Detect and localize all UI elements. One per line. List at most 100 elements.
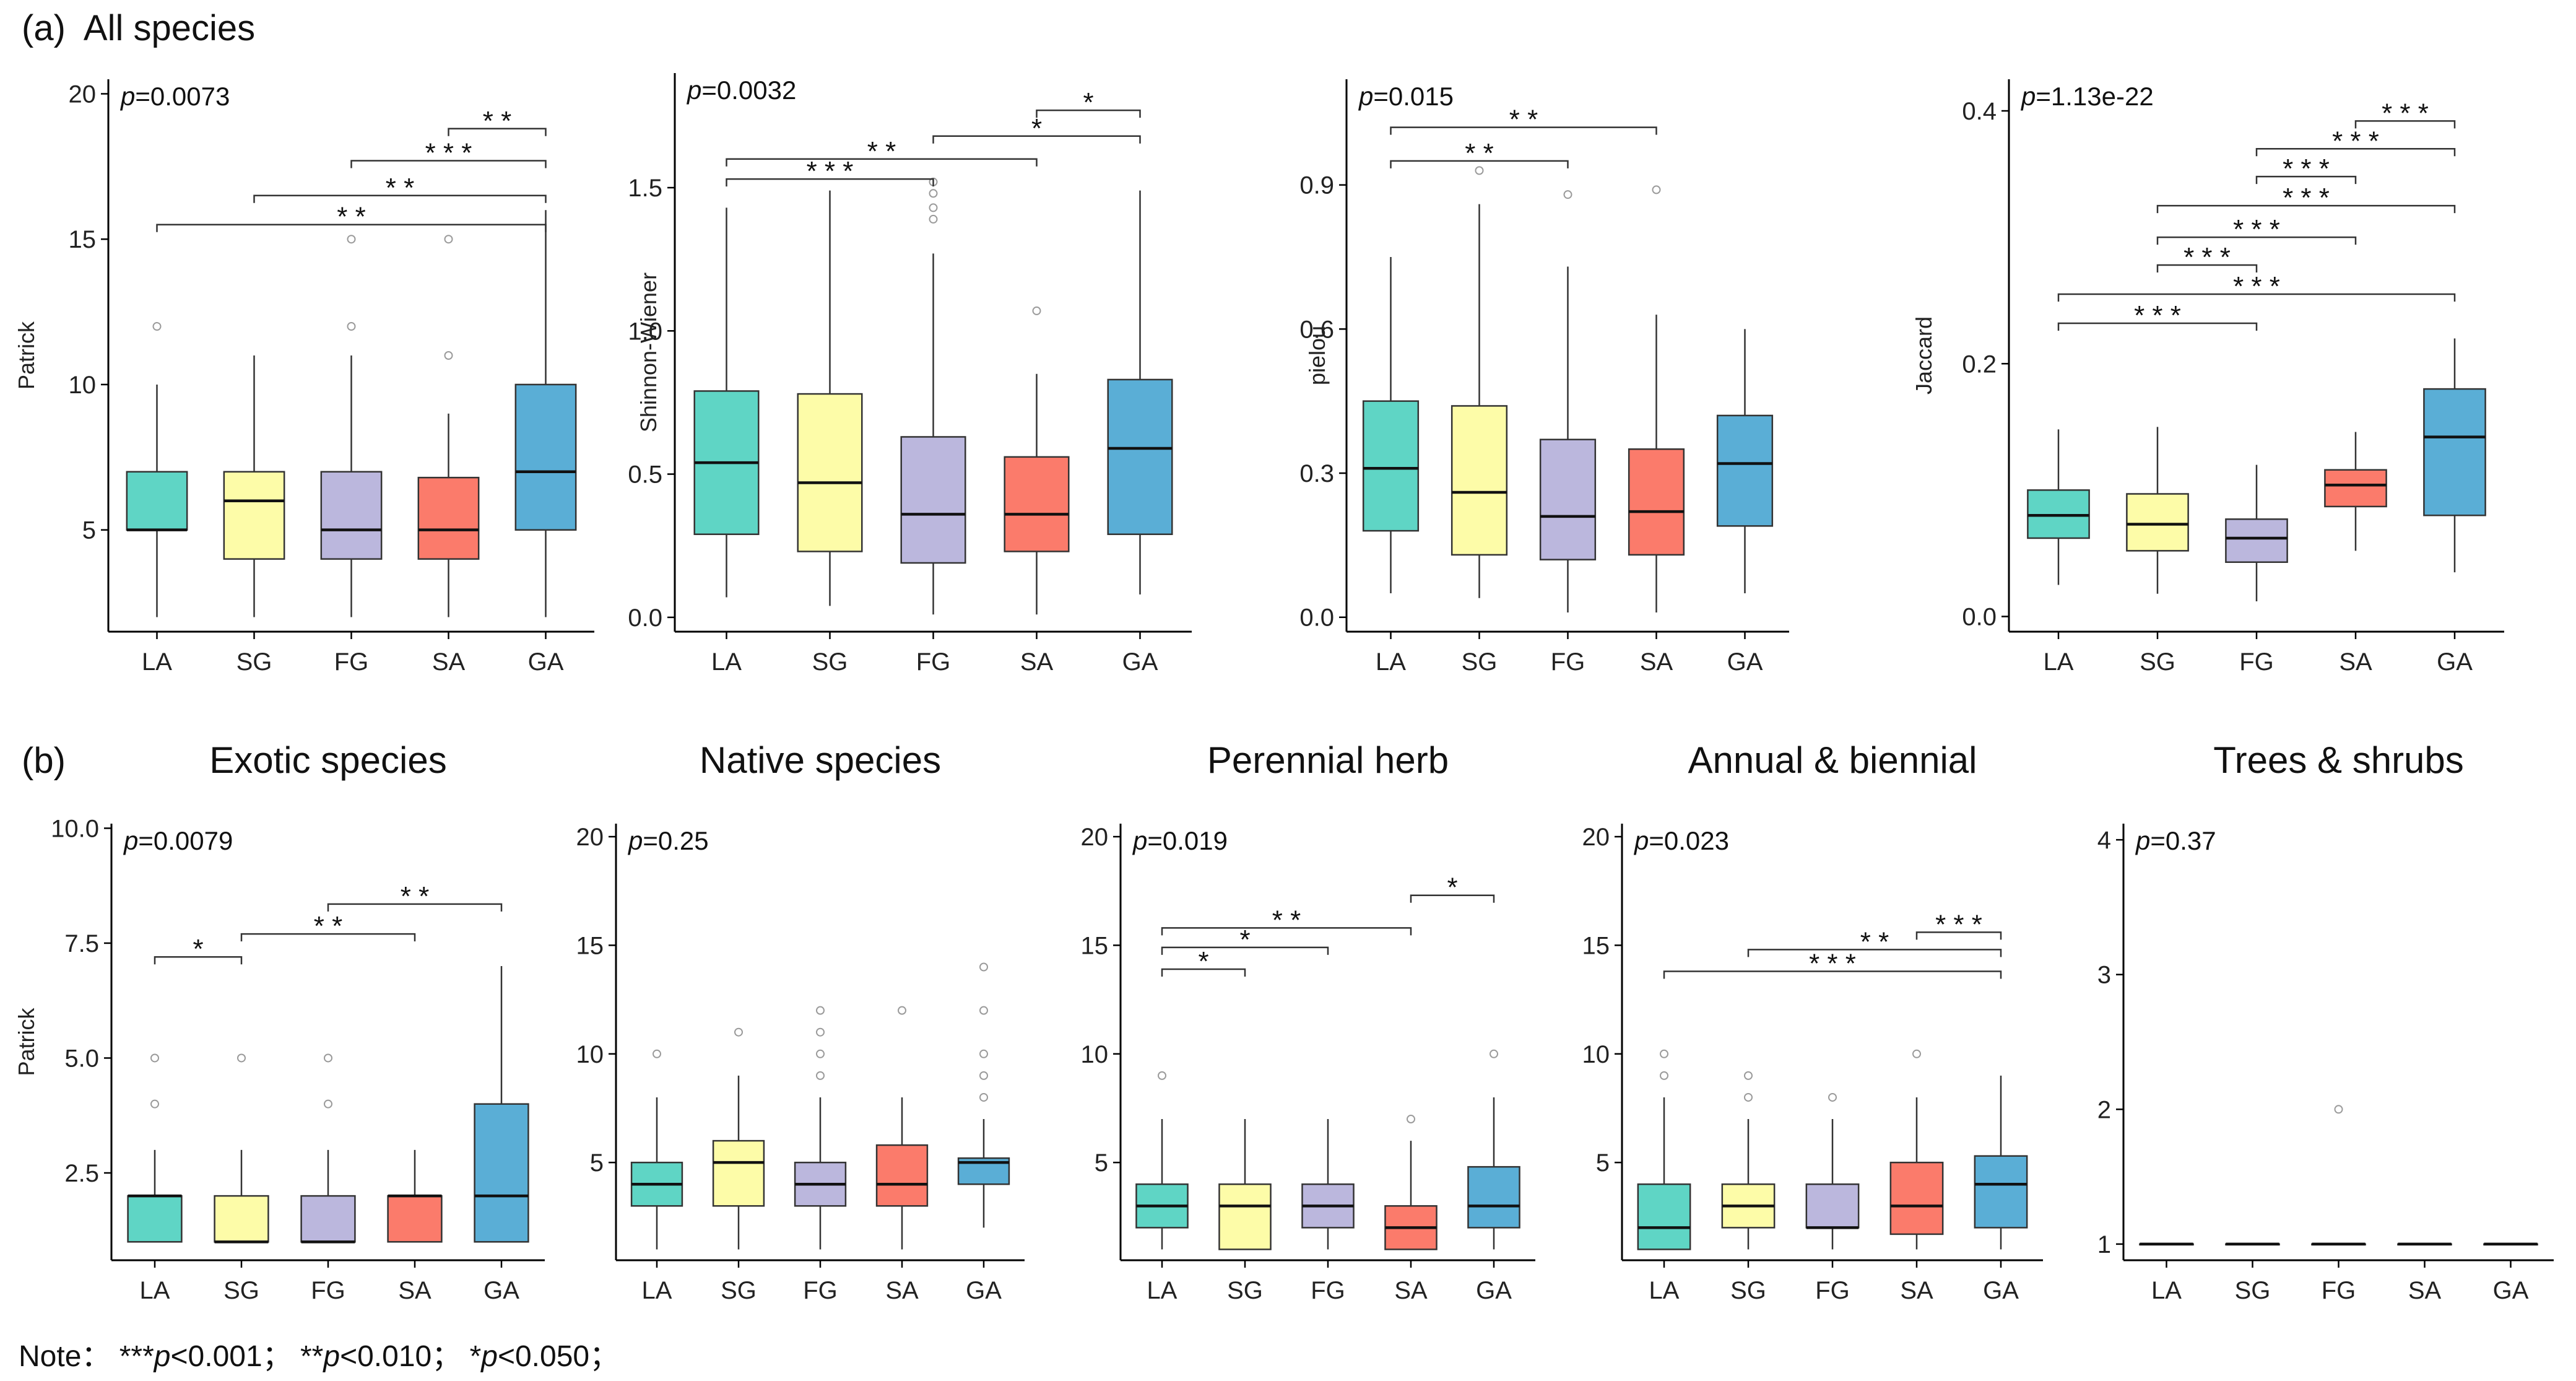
chart4-ytick-label: 0.0 (1962, 604, 1997, 631)
note-item-2: **p<0.010； (300, 1340, 462, 1373)
chart1-xtick-label-la: LA (142, 648, 172, 676)
chart2-bracket-label-2: * (1031, 113, 1042, 144)
chart3-box-sg-outlier (1475, 166, 1484, 175)
chart1-box-fg-outlier (347, 235, 356, 244)
chart5-bracket-1 (327, 903, 503, 912)
chart6-xtick-label-sg: SG (721, 1277, 757, 1304)
panel-b-label: (b) (22, 741, 66, 781)
chart2-box-fg (900, 436, 966, 564)
chart2-ytick-label: 0.5 (628, 461, 662, 489)
chart9-xtick-label-sg: SG (2235, 1277, 2271, 1304)
chart1-ytick-label: 10 (69, 372, 97, 399)
chart9-ytick-label: 3 (2097, 962, 2111, 989)
chart6-box-ga-outlier (979, 1071, 988, 1080)
chart1-p-value: p=0.0073 (119, 82, 230, 111)
chart1-bracket-label-3: * * (386, 173, 414, 203)
chart2-bracket-4 (726, 178, 934, 187)
chart5-bracket-label-3: * (193, 934, 203, 964)
chart2-bracket-label-1: * (1083, 87, 1093, 118)
chart8-title: Annual & biennial (1688, 739, 1977, 781)
chart3-ytick-label: 0.0 (1299, 604, 1334, 632)
chart5-box-la (127, 1195, 183, 1243)
chart6-ytick-label: 15 (576, 932, 604, 959)
chart3-ylabel: pielou (1304, 326, 1330, 385)
chart6-box-fg-outlier (816, 1006, 825, 1015)
chart5-xtick-label-sg: SG (223, 1277, 259, 1304)
chart6-box-fg-outlier (816, 1027, 825, 1037)
chart5-bracket-label-1: * * (401, 881, 429, 912)
chart1-box-la-outlier (152, 322, 162, 331)
chart8-box-la-outlier (1660, 1049, 1668, 1058)
chart8-box-sa (1889, 1161, 1944, 1235)
chart4-ylabel: Jaccard (1911, 316, 1936, 394)
chart3-xtick-label-sa: SA (1640, 648, 1673, 676)
chart5-bracket-3 (154, 956, 243, 965)
chart9-p-value: p=0.37 (2135, 826, 2216, 855)
chart5-box-la-outlier (150, 1099, 159, 1109)
chart5-box-fg-outlier (324, 1053, 332, 1063)
chart7-title: Perennial herb (1207, 739, 1449, 781)
chart4-bracket-3 (2255, 175, 2357, 185)
chart5-box-sg (214, 1195, 269, 1243)
chart1-bracket-2 (350, 160, 547, 168)
note-prefix: Note： (19, 1340, 111, 1373)
chart2-bracket-1 (1036, 109, 1141, 118)
chart5-box-sa (387, 1195, 443, 1243)
chart1-box-la (126, 471, 188, 531)
chart6-xtick-label-fg: FG (803, 1277, 838, 1304)
chart9-ytick-label: 2 (2097, 1096, 2111, 1123)
chart3-bracket-label-2: * * (1465, 138, 1493, 168)
chart2-ytick-label: 1.0 (628, 318, 662, 345)
chart7-xtick-label-sg: SG (1227, 1277, 1263, 1304)
chart8-bracket-label-2: * * (1860, 926, 1889, 957)
chart1-box-sg (223, 471, 285, 560)
chart5-xtick-label-fg: FG (311, 1277, 345, 1304)
chart2-ylabel: Shinnon-Wiener (636, 272, 661, 432)
chart9-title: Trees & shrubs (2213, 739, 2464, 781)
chart7-bracket-label-4: * (1198, 946, 1208, 977)
chart4-box-sg (2126, 493, 2189, 552)
chart5-ytick-label: 2.5 (64, 1160, 99, 1187)
chart3-ytick-label: 0.3 (1299, 460, 1334, 487)
chart1-ytick-label: 15 (69, 226, 97, 253)
chart4-ytick-label: 0.2 (1962, 351, 1997, 378)
chart7-bracket-4 (1161, 968, 1246, 977)
chart8-ytick-label: 20 (1582, 824, 1610, 851)
chart7-ytick-label: 15 (1081, 932, 1109, 959)
chart7-bracket-3 (1161, 946, 1329, 955)
chart1-bracket-label-4: * * (337, 202, 365, 232)
panel-a-title: All species (83, 8, 256, 48)
panel-a-heading: (a) All species (22, 7, 255, 49)
chart7-xtick-label-fg: FG (1311, 1277, 1345, 1304)
chart4-bracket-7 (2057, 293, 2456, 302)
chart8-ytick-label: 5 (1596, 1149, 1610, 1177)
chart8-box-la-outlier (1660, 1071, 1668, 1080)
chart2-bracket-label-4: * * * (807, 156, 854, 186)
chart5-xtick-label-ga: GA (484, 1277, 519, 1304)
chart3-box-sa (1628, 448, 1685, 556)
chart8-box-sg-outlier (1744, 1071, 1753, 1080)
chart6-xtick-label-sa: SA (885, 1277, 919, 1304)
chart3-bracket-label-1: * * (1509, 105, 1538, 135)
chart5-xtick-label-la: LA (140, 1277, 170, 1304)
chart2-box-fg-outlier (929, 203, 938, 212)
chart3-bracket-2 (1390, 160, 1569, 168)
chart8-xtick-label-fg: FG (1815, 1277, 1850, 1304)
chart4-bracket-label-5: * * * (2233, 214, 2280, 245)
chart6-box-sa (875, 1144, 929, 1207)
chart2-bracket-3 (726, 158, 1038, 167)
chart8-box-sa-outlier (1912, 1049, 1921, 1058)
chart6-box-ga-outlier (979, 1006, 988, 1015)
chart1-xtick-label-ga: GA (528, 648, 564, 676)
chart4-bracket-6 (2156, 264, 2258, 273)
chart5-ytick-label: 10.0 (51, 815, 99, 842)
chart6-xtick-label-ga: GA (966, 1277, 1002, 1304)
note-item-3: *p<0.050； (469, 1340, 620, 1373)
chart4-xtick-label-ga: GA (2437, 648, 2473, 676)
chart7-box-la-outlier (1158, 1071, 1166, 1080)
chart5-box-ga (474, 1103, 529, 1243)
chart1-bracket-4 (156, 224, 547, 232)
chart1-bracket-label-1: * * (483, 106, 511, 136)
chart4-xtick-label-sa: SA (2339, 648, 2372, 676)
